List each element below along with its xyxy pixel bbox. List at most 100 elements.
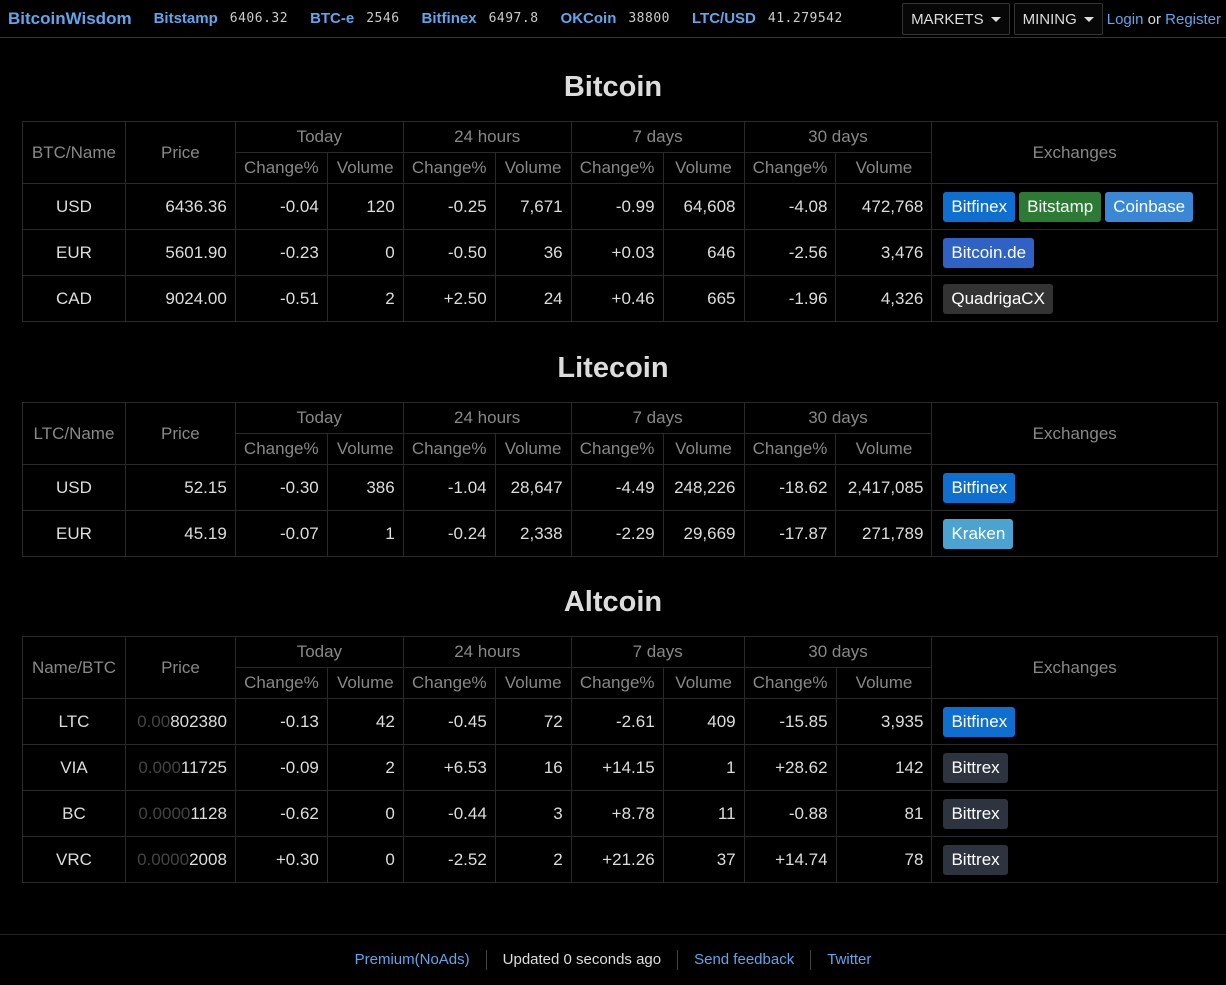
mining-label: MINING xyxy=(1022,10,1077,28)
h24-change-header[interactable]: Change% xyxy=(402,433,496,465)
pair-name[interactable]: LTC xyxy=(22,698,126,745)
price-cell: 0.00001128 xyxy=(124,790,236,837)
h24-change-header[interactable]: Change% xyxy=(402,667,496,699)
today-volume-cell: 2 xyxy=(326,744,404,791)
d30-change-header[interactable]: Change% xyxy=(743,667,837,699)
mining-dropdown[interactable]: MINING xyxy=(1013,3,1103,35)
ticker-item-btce[interactable]: BTC-e 2546 xyxy=(310,10,399,27)
pair-name[interactable]: VRC xyxy=(22,836,126,883)
pair-name[interactable]: VIA xyxy=(22,744,126,791)
pair-name[interactable]: EUR xyxy=(22,229,126,276)
exchanges-cell: Bitfinex xyxy=(931,464,1218,511)
today-volume-header[interactable]: Volume xyxy=(326,152,404,184)
pair-name[interactable]: USD xyxy=(22,464,126,511)
pair-name[interactable]: BC xyxy=(22,790,126,837)
today-volume-header[interactable]: Volume xyxy=(326,667,404,699)
exchanges-cell: QuadrigaCX xyxy=(931,275,1218,322)
d30-volume-cell: 3,476 xyxy=(835,229,933,276)
d7-change-header[interactable]: Change% xyxy=(570,433,664,465)
d7-volume-header[interactable]: Volume xyxy=(662,433,745,465)
d7-volume-header[interactable]: Volume xyxy=(662,152,745,184)
d7-volume-header[interactable]: Volume xyxy=(662,667,745,699)
d7-change-header[interactable]: Change% xyxy=(570,152,664,184)
today-volume-cell: 386 xyxy=(326,464,404,511)
d7-volume-cell: 1 xyxy=(662,744,745,791)
h24-volume-cell: 36 xyxy=(494,229,572,276)
price-cell: 6436.36 xyxy=(124,183,236,230)
send-feedback-link[interactable]: Send feedback xyxy=(678,950,812,970)
today-change-cell: -0.51 xyxy=(234,275,328,322)
exchange-button-bitfinex[interactable]: Bitfinex xyxy=(943,191,1016,222)
h24-column-group-header: 24 hours xyxy=(402,636,572,668)
today-change-header[interactable]: Change% xyxy=(234,433,328,465)
exchange-button-bitstamp[interactable]: Bitstamp xyxy=(1019,191,1102,222)
login-link[interactable]: Login xyxy=(1106,10,1144,28)
d30-volume-cell: 2,417,085 xyxy=(835,464,933,511)
today-volume-cell: 2 xyxy=(326,275,404,322)
exchange-button-bittrex[interactable]: Bittrex xyxy=(943,752,1008,783)
exchange-button-bitfinex[interactable]: Bitfinex xyxy=(943,706,1016,737)
premium-link[interactable]: Premium(NoAds) xyxy=(339,950,487,970)
price-column-header[interactable]: Price xyxy=(124,121,236,184)
name-column-header[interactable]: Name/BTC xyxy=(22,636,126,699)
ticker-price: 6497.8 xyxy=(488,11,539,26)
ticker-item-okcoin[interactable]: OKCoin 38800 xyxy=(561,10,670,27)
auth-links: Login or Register xyxy=(1107,11,1221,28)
exchange-button-quadrigacx[interactable]: QuadrigaCX xyxy=(943,283,1053,314)
d30-change-header[interactable]: Change% xyxy=(743,433,837,465)
price-column-header[interactable]: Price xyxy=(124,402,236,465)
d30-change-header[interactable]: Change% xyxy=(743,152,837,184)
d30-volume-header[interactable]: Volume xyxy=(835,433,933,465)
h24-volume-header[interactable]: Volume xyxy=(494,667,572,699)
bitcoin-table: BTC/Name Price Today 24 hours 7 days 30 days E… xyxy=(22,121,1218,322)
exchange-button-bitcoinde[interactable]: Bitcoin.de xyxy=(943,237,1035,268)
d30-change-cell: -1.96 xyxy=(743,275,837,322)
litecoin-table: LTC/Name Price Today 24 hours 7 days 30 days E… xyxy=(22,402,1218,557)
register-link[interactable]: Register xyxy=(1165,10,1221,28)
caret-down-icon xyxy=(990,16,1001,22)
today-change-header[interactable]: Change% xyxy=(234,667,328,699)
h24-volume-cell: 24 xyxy=(494,275,572,322)
name-column-header[interactable]: BTC/Name xyxy=(22,121,126,184)
d30-volume-header[interactable]: Volume xyxy=(835,667,933,699)
price-significant: 802380 xyxy=(170,711,227,731)
ticker-item-bitfinex[interactable]: Bitfinex 6497.8 xyxy=(422,10,539,27)
brand-logo-link[interactable]: BitcoinWisdom xyxy=(8,8,132,28)
name-column-header[interactable]: LTC/Name xyxy=(22,402,126,465)
h24-change-cell: -1.04 xyxy=(402,464,496,511)
h24-change-header[interactable]: Change% xyxy=(402,152,496,184)
pair-name[interactable]: EUR xyxy=(22,510,126,557)
d7-change-header[interactable]: Change% xyxy=(570,667,664,699)
h24-volume-header[interactable]: Volume xyxy=(494,152,572,184)
d30-column-group-header: 30 days xyxy=(743,636,933,668)
exchange-button-kraken[interactable]: Kraken xyxy=(943,518,1014,549)
d7-change-cell: -4.49 xyxy=(570,464,664,511)
ticker-exchange: Bitfinex xyxy=(421,10,477,27)
d30-volume-cell: 3,935 xyxy=(835,698,933,745)
pair-name[interactable]: USD xyxy=(22,183,126,230)
today-change-header[interactable]: Change% xyxy=(234,152,328,184)
exchange-button-bittrex[interactable]: Bittrex xyxy=(943,844,1008,875)
exchange-button-bitfinex[interactable]: Bitfinex xyxy=(943,472,1016,503)
d30-volume-header[interactable]: Volume xyxy=(835,152,933,184)
d30-volume-cell: 271,789 xyxy=(835,510,933,557)
d30-volume-cell: 472,768 xyxy=(835,183,933,230)
twitter-link[interactable]: Twitter xyxy=(827,951,872,968)
d7-volume-cell: 646 xyxy=(662,229,745,276)
today-volume-header[interactable]: Volume xyxy=(326,433,404,465)
table-row: EUR 45.19 -0.07 1 -0.24 2,338 -2.29 29,669 -17.8… xyxy=(22,510,1218,557)
today-change-cell: -0.13 xyxy=(234,698,328,745)
price-column-header[interactable]: Price xyxy=(124,636,236,699)
h24-volume-cell: 16 xyxy=(494,744,572,791)
today-change-cell: -0.09 xyxy=(234,744,328,791)
ticker-item-bitstamp[interactable]: Bitstamp 6406.32 xyxy=(154,10,288,27)
bitcoin-section-title: Bitcoin xyxy=(563,71,663,103)
h24-change-cell: -0.45 xyxy=(402,698,496,745)
h24-volume-header[interactable]: Volume xyxy=(494,433,572,465)
pair-name[interactable]: CAD xyxy=(22,275,126,322)
exchange-button-coinbase[interactable]: Coinbase xyxy=(1105,191,1194,222)
markets-dropdown[interactable]: MARKETS xyxy=(902,3,1010,35)
exchange-button-bittrex[interactable]: Bittrex xyxy=(943,798,1008,829)
h24-volume-cell: 3 xyxy=(494,790,572,837)
ticker-item-ltcusd[interactable]: LTC/USD 41.279542 xyxy=(692,10,843,27)
